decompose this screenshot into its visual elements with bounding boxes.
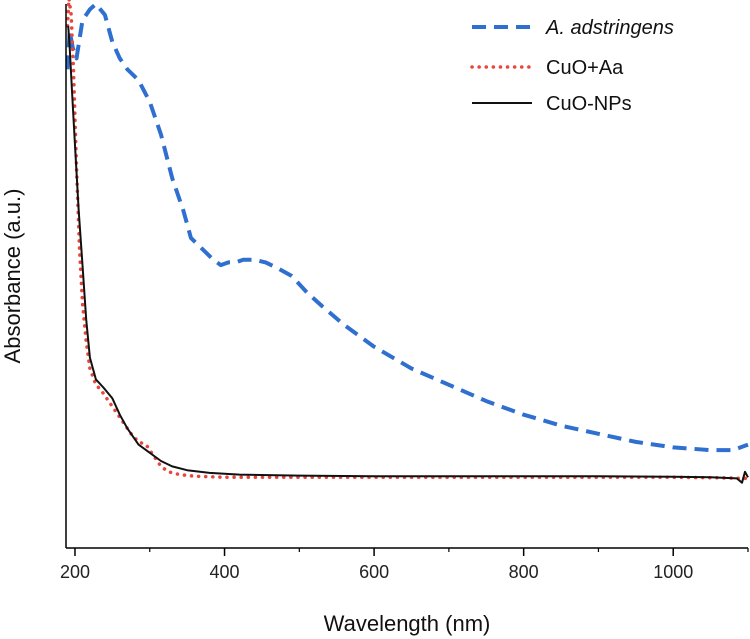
x-axis-ticks: 200 400 600 800 1000: [60, 548, 749, 582]
legend-label: A. adstringens: [545, 17, 674, 39]
x-tick-label: 400: [210, 562, 240, 582]
x-tick-label: 600: [359, 562, 389, 582]
x-tick-label: 800: [509, 562, 539, 582]
axes: [65, 4, 748, 549]
x-axis-title: Wavelength (nm): [324, 611, 491, 636]
series-line-cuo-aa: [65, 0, 750, 481]
series-line-cuo-nps: [67, 25, 749, 484]
legend-label: CuO-NPs: [546, 93, 632, 115]
x-tick-label: 1000: [653, 562, 693, 582]
legend: A. adstringens CuO+Aa CuO-NPs: [470, 17, 674, 115]
series-line-a-adstringens: [65, 2, 749, 453]
y-axis-title: Absorbance (a.u.): [0, 189, 25, 364]
x-tick-label: 200: [60, 562, 90, 582]
plot-area: [65, 0, 750, 484]
legend-label: CuO+Aa: [546, 57, 624, 79]
